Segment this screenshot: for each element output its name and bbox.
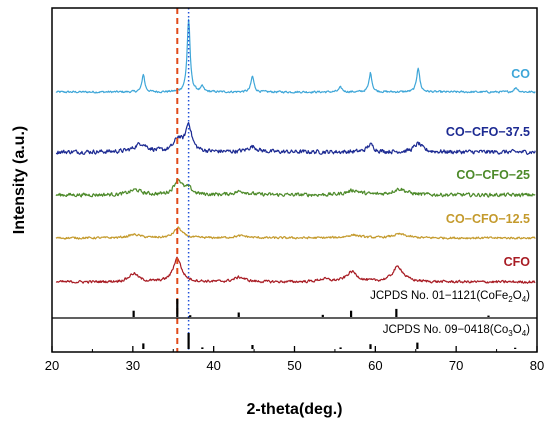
- series-label-co: CO: [511, 67, 530, 81]
- series-line-cfo: [56, 257, 535, 283]
- reference-layer: JCPDS No. 01−1121(CoFe2O4) JCPDS No. 09−0…: [134, 290, 531, 349]
- series-label-co-cfo-25: CO−CFO−25: [456, 168, 530, 182]
- x-tick-label-40: 40: [206, 358, 220, 373]
- series-line-co-cfo-12.5: [56, 227, 535, 239]
- series-label-co-cfo-37.5: CO−CFO−37.5: [446, 125, 530, 139]
- y-axis-title: Intensity (a.u.): [11, 126, 28, 234]
- x-tick-label-20: 20: [45, 358, 59, 373]
- reference-label-1: JCPDS No. 01−1121(CoFe2O4): [370, 290, 530, 304]
- x-axis-ticks: 20 30 40 50 60 70 80: [45, 346, 544, 373]
- x-tick-label-80: 80: [530, 358, 544, 373]
- series-line-co: [56, 19, 535, 93]
- series-label-co-cfo-12.5: CO−CFO−12.5: [446, 212, 530, 226]
- x-tick-label-30: 30: [126, 358, 140, 373]
- x-tick-label-60: 60: [368, 358, 382, 373]
- x-tick-label-70: 70: [449, 358, 463, 373]
- series-label-cfo: CFO: [504, 255, 531, 269]
- reference-label-2: JCPDS No. 09−0418(Co3O4): [383, 324, 530, 338]
- x-axis-title: 2-theta(deg.): [247, 401, 343, 418]
- x-tick-label-50: 50: [287, 358, 301, 373]
